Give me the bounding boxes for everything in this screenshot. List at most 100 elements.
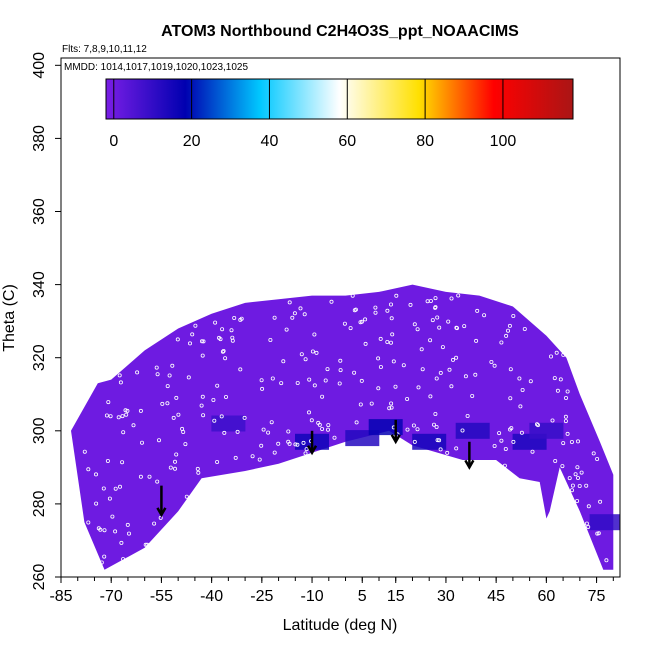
sample-point	[584, 521, 589, 526]
sample-point	[312, 332, 317, 337]
sample-point	[167, 373, 172, 378]
sample-point	[338, 358, 343, 363]
sample-point	[504, 333, 509, 338]
sample-point	[222, 430, 227, 435]
sample-point	[604, 558, 609, 563]
sample-point	[376, 386, 381, 391]
sample-point	[108, 414, 113, 419]
y-tick-label: 340	[31, 271, 48, 298]
sample-point	[268, 337, 273, 342]
sample-point	[428, 338, 433, 343]
sample-point	[449, 296, 454, 301]
sample-point	[211, 397, 216, 402]
sample-point	[259, 378, 264, 383]
sample-point	[118, 484, 123, 489]
sample-point	[266, 430, 271, 435]
sample-point	[517, 376, 522, 381]
sample-point	[465, 413, 470, 418]
sample-point	[420, 367, 425, 372]
x-axis: -85 -70 -55 -40 -25 -10 5 15 30 45 60 75	[49, 577, 614, 605]
sample-point	[120, 460, 125, 465]
x-tick-label: -70	[100, 588, 123, 605]
sample-point	[565, 431, 570, 436]
sample-point	[378, 336, 383, 341]
x-tick-label: -85	[49, 588, 72, 605]
sample-point	[456, 293, 461, 298]
sample-point	[576, 475, 581, 480]
sample-point	[325, 427, 330, 432]
sample-point	[353, 307, 358, 312]
sample-point	[549, 354, 554, 359]
sample-point	[434, 424, 439, 429]
sample-point	[290, 315, 295, 320]
sample-point	[145, 542, 150, 547]
sample-point	[200, 394, 205, 399]
sample-point	[576, 439, 581, 444]
sample-point	[373, 310, 378, 315]
sample-point	[215, 383, 220, 388]
plot-frame	[60, 57, 621, 578]
sample-point	[405, 427, 410, 432]
x-tick-label: -10	[300, 588, 323, 605]
sample-point	[584, 483, 589, 488]
sample-point	[110, 514, 115, 519]
sample-point	[118, 380, 123, 385]
sample-point	[438, 447, 443, 452]
sample-point	[518, 404, 523, 409]
sample-point	[220, 327, 225, 332]
sample-point	[257, 457, 262, 462]
y-axis: 260 280 300 320 340 360 380 400	[31, 52, 61, 590]
sample-point	[276, 441, 281, 446]
sample-point	[143, 542, 148, 547]
sample-point	[325, 367, 330, 372]
sample-point	[138, 408, 143, 413]
sample-point	[492, 363, 497, 368]
data-region	[71, 284, 614, 570]
colorbar-tick-label: 0	[109, 133, 118, 150]
sample-point	[286, 439, 291, 444]
flights-subtitle: Flts: 7,8,9,10,11,12	[62, 44, 147, 55]
sample-point	[577, 483, 582, 488]
sample-point	[172, 466, 177, 471]
sample-point	[474, 338, 479, 343]
sample-point	[223, 394, 228, 399]
sample-point	[113, 529, 118, 534]
sample-point	[433, 411, 438, 416]
sample-point	[505, 328, 510, 333]
sample-point	[570, 488, 575, 493]
sample-point	[269, 420, 274, 425]
sample-point	[284, 327, 289, 332]
sample-point	[338, 368, 343, 373]
sample-point	[561, 441, 566, 446]
sample-points	[82, 293, 609, 565]
sample-point	[190, 332, 195, 337]
sample-point	[215, 459, 220, 464]
sample-point	[186, 375, 191, 380]
sample-point	[180, 426, 185, 431]
sample-point	[352, 370, 357, 375]
sample-point	[183, 442, 188, 447]
sample-point	[301, 440, 306, 445]
sample-point	[320, 426, 325, 431]
sample-point	[104, 413, 109, 418]
sample-point	[454, 326, 459, 331]
sample-point	[232, 315, 237, 320]
sample-point	[369, 401, 374, 406]
dates-subtitle: MMDD: 1014,1017,1019,1020,1023,1025	[64, 62, 248, 73]
sample-point	[138, 474, 143, 479]
sample-point	[106, 400, 111, 405]
sample-point	[354, 420, 359, 425]
sample-point	[287, 300, 292, 305]
sample-point	[250, 454, 255, 459]
sample-point	[82, 449, 87, 454]
sample-point	[119, 540, 124, 545]
sample-point	[174, 395, 179, 400]
sample-point	[152, 521, 157, 526]
sample-point	[579, 470, 584, 475]
sample-point	[389, 316, 394, 321]
sample-point	[121, 430, 126, 435]
sample-point	[193, 323, 198, 328]
x-axis-label: Latitude (deg N)	[283, 617, 398, 634]
sample-point	[337, 381, 342, 386]
sample-point	[391, 359, 396, 364]
